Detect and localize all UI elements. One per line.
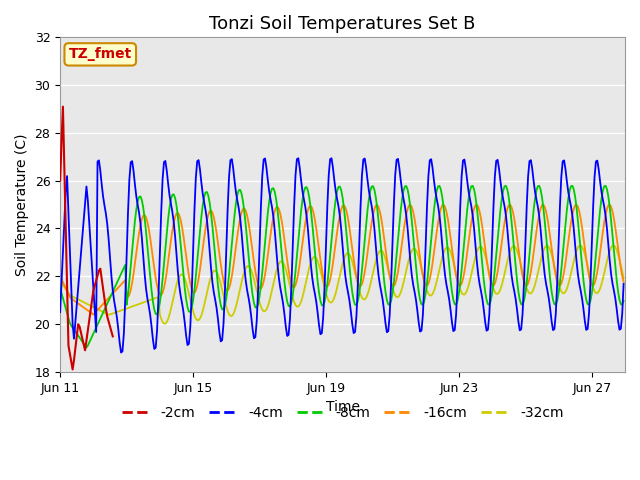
X-axis label: Time: Time bbox=[326, 400, 360, 414]
Y-axis label: Soil Temperature (C): Soil Temperature (C) bbox=[15, 133, 29, 276]
Legend: -2cm, -4cm, -8cm, -16cm, -32cm: -2cm, -4cm, -8cm, -16cm, -32cm bbox=[116, 400, 569, 425]
Text: TZ_fmet: TZ_fmet bbox=[68, 48, 132, 61]
Title: Tonzi Soil Temperatures Set B: Tonzi Soil Temperatures Set B bbox=[209, 15, 476, 33]
